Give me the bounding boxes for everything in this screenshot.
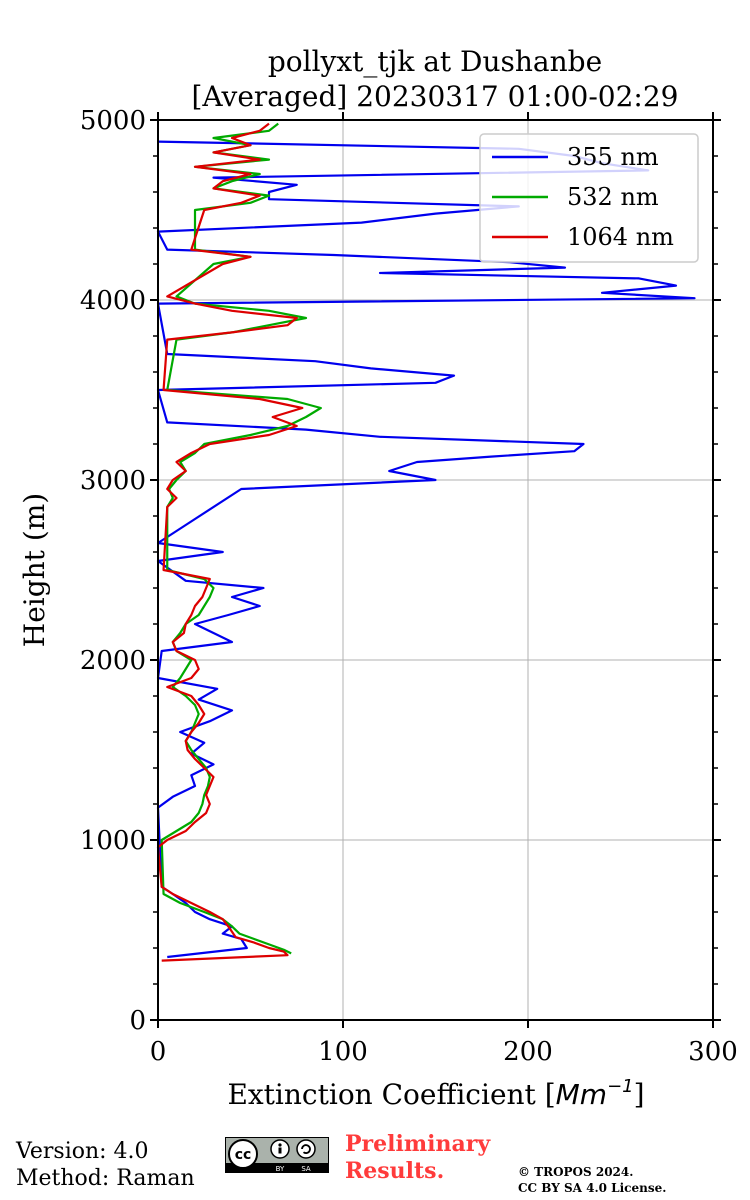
series-line-532-nm <box>160 122 322 955</box>
method-text: Method: Raman <box>16 1166 195 1191</box>
copyright-text: © TROPOS 2024. CC BY SA 4.0 License. <box>518 1164 666 1196</box>
y-tick-label: 4000 <box>80 286 146 316</box>
y-tick-label: 2000 <box>80 646 146 676</box>
y-tick-label: 3000 <box>80 466 146 496</box>
cc-badge-sa: SA <box>301 1165 311 1173</box>
x-tick-label: 100 <box>318 1037 368 1067</box>
copyright-line2: CC BY SA 4.0 License. <box>518 1181 667 1195</box>
y-tick-label: 5000 <box>80 106 146 136</box>
chart-title-line1: pollyxt_tjk at Dushanbe <box>268 45 602 78</box>
legend-label-355: 355 nm <box>567 143 659 171</box>
version-text: Version: 4.0 <box>16 1139 149 1164</box>
cc-by-sa-icon: cc BY SA <box>225 1137 329 1173</box>
x-axis-label-main: Extinction Coefficient [ <box>227 1078 555 1111</box>
x-axis-label: Extinction Coefficient [Mm−1] <box>227 1076 644 1111</box>
preliminary-results-text: Preliminary Results. <box>345 1131 490 1185</box>
y-axis-label: Height (m) <box>18 493 51 647</box>
legend-label-1064: 1064 nm <box>567 223 674 251</box>
cc-badge-by: BY <box>276 1165 285 1173</box>
x-axis-label-unit: Mm <box>556 1078 607 1111</box>
series-line-1064-nm <box>156 122 304 962</box>
series-line-355-nm <box>156 140 696 959</box>
extinction-profile-chart: pollyxt_tjk at Dushanbe [Averaged] 20230… <box>18 45 738 1111</box>
plot-frame <box>157 119 714 1021</box>
preliminary-line1: Preliminary <box>345 1131 491 1157</box>
x-axis-label-close: ] <box>634 1078 645 1111</box>
preliminary-line2: Results. <box>345 1158 445 1184</box>
legend-box <box>479 133 699 263</box>
chart-title-line2: [Averaged] 20230317 01:00-02:29 <box>192 80 679 113</box>
cc-badge-text: cc <box>235 1147 252 1163</box>
legend-label-532: 532 nm <box>567 183 659 211</box>
copyright-line1: © TROPOS 2024. <box>518 1165 634 1179</box>
x-tick-label: 300 <box>688 1037 738 1067</box>
legend: 355 nm 532 nm 1064 nm <box>479 133 699 263</box>
x-axis-label-exponent: −1 <box>607 1076 634 1097</box>
y-tick-label: 0 <box>129 1006 146 1036</box>
x-tick-label: 0 <box>150 1037 167 1067</box>
x-tick-label: 200 <box>503 1037 553 1067</box>
data-series <box>156 122 696 962</box>
y-tick-label: 1000 <box>80 826 146 856</box>
axis-ticks <box>150 112 721 1028</box>
